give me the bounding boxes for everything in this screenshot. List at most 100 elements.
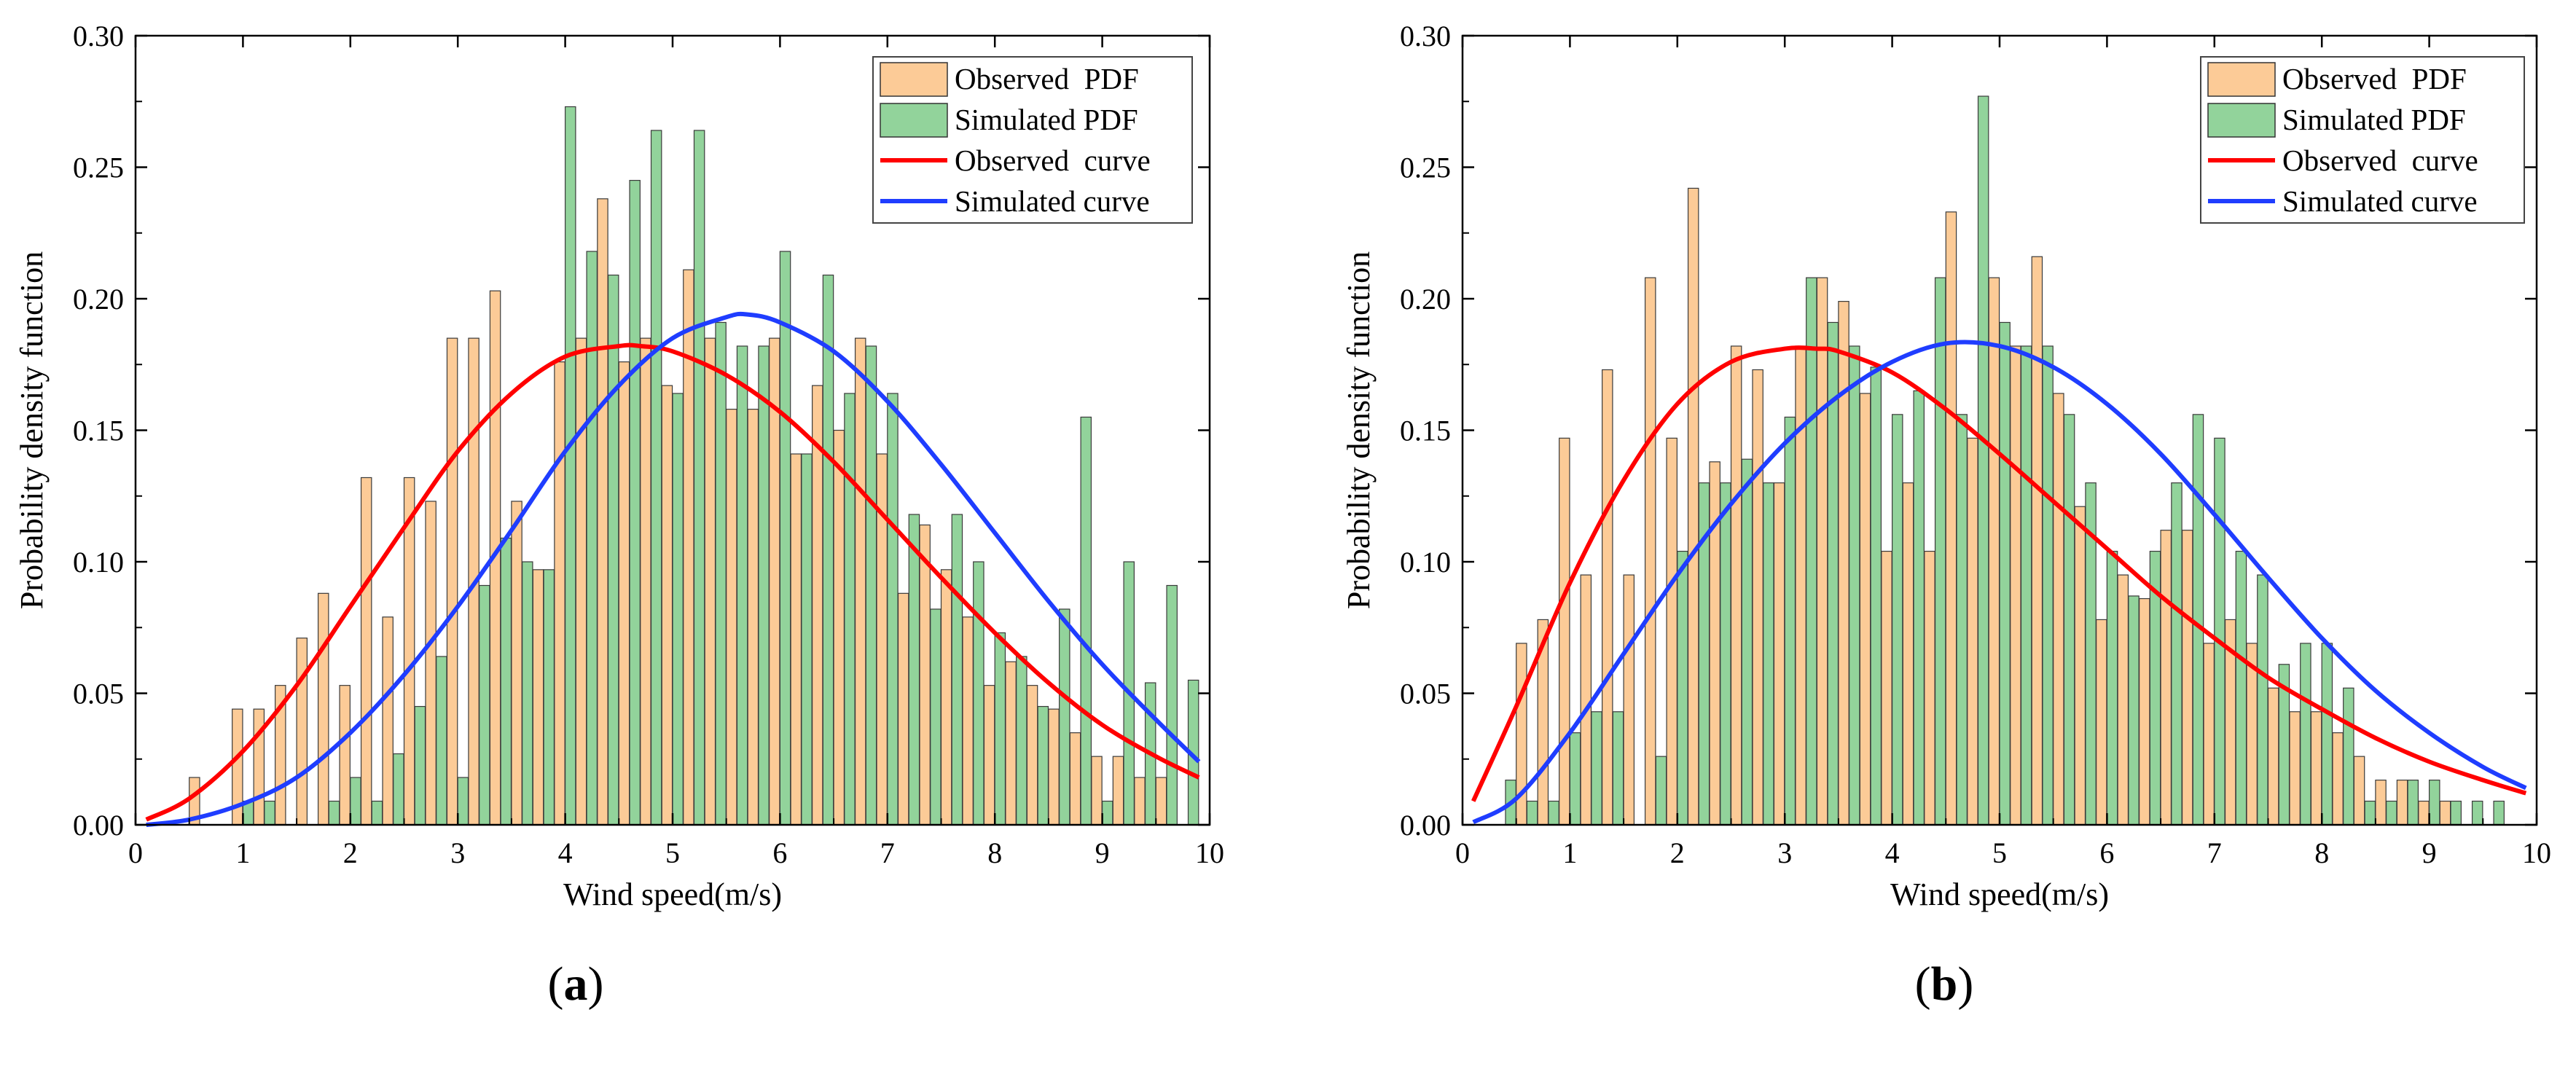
panel-a-observed-bar [446, 337, 458, 826]
panel-a-observed-curve [145, 342, 1200, 822]
panel-b-observed-bar [1902, 482, 1914, 826]
panel-b-observed-bar [1795, 345, 1806, 826]
panel-a-observed-bar [403, 477, 415, 826]
panel-a-simulated-bar [457, 777, 469, 826]
panel-b-simulated-bar [1784, 416, 1796, 826]
panel-a-simulated-bar [865, 345, 877, 826]
panel-b-simulated-bar [2171, 482, 2182, 826]
panel-b-simulated-bar [1870, 367, 1882, 826]
panel-b-legend: Observed PDF Simulated PDF Observed curv… [2200, 56, 2525, 224]
panel-b-observed-bar [2031, 256, 2043, 826]
panel-a-simulated-bar [801, 453, 813, 826]
panel-a-observed-bar [704, 337, 716, 826]
panel-b-simulated-bar [1741, 458, 1753, 826]
panel-b-x-tick-label: 7 [2207, 836, 2222, 869]
panel-b-simulated-bar [2235, 550, 2247, 826]
panel-b-simulated-bar [1934, 277, 1946, 826]
panel-a-observed-bar [618, 361, 630, 826]
panel-b-simulated-bar [1849, 345, 1860, 826]
panel-b-simulated-bar [2214, 437, 2225, 826]
panel-a-simulated-bar [951, 514, 963, 826]
panel-b-observed-bar [2353, 756, 2365, 826]
panel-b-y-tick-label: 0.10 [1400, 546, 1451, 579]
panel-a-y-tick-label: 0.20 [73, 283, 124, 316]
panel-a-caption-letter: a [564, 957, 588, 1011]
panel-a-simulated-bar [930, 608, 941, 826]
panel-a-y-axis-title: Probability density function [14, 251, 50, 609]
panel-b-y-axis-title: Probability density function [1341, 251, 1377, 609]
panel-b-y-tick-label: 0.30 [1400, 20, 1451, 52]
panel-a-x-tick-label: 9 [1095, 836, 1110, 869]
panel-a-simulated-bar [822, 274, 834, 826]
panel-a-simulated-bar [844, 393, 856, 826]
panel-a-x-tick-label: 10 [1195, 836, 1224, 869]
panel-b-simulated-bar [2321, 643, 2333, 826]
panel-a-y-tick-label: 0.25 [73, 152, 124, 184]
panel-b-observed-bar [2267, 687, 2279, 826]
panel-b-observed-bar [1881, 550, 1892, 826]
panel-a-caption: (a) [548, 957, 604, 1011]
panel-b-simulated-bar [1677, 550, 1688, 826]
panel-b-observed-bar [2117, 574, 2129, 826]
panel-b-y-tick-label: 0.00 [1400, 809, 1451, 842]
panel-b-simulated-bar [2493, 800, 2505, 826]
panel-a-x-tick-label: 2 [343, 836, 358, 869]
panel-b-observed-curve [1471, 345, 2527, 802]
panel-a-y-tick-label: 0.00 [73, 809, 124, 842]
panel-b-observed-bar [2096, 619, 2107, 826]
panel-a-legend-swatch-simulated-pdf [880, 103, 948, 138]
panel-a-simulated-bar [436, 656, 447, 826]
panel-a-observed-bar [854, 337, 866, 826]
panel-b-legend-label-observed-curve: Observed curve [2282, 144, 2478, 177]
panel-a-observed-bar [897, 592, 909, 826]
panel-a-simulated-bar [1059, 608, 1070, 826]
panel-a-simulated-bar [1166, 584, 1178, 826]
panel-a-simulated-bar [672, 393, 684, 826]
panel-a-observed-bar [575, 337, 587, 826]
panel-a-simulated-bar [607, 274, 619, 826]
panel-b-x-tick-label: 0 [1455, 836, 1470, 869]
panel-a-simulated-bar [779, 251, 791, 826]
panel-b-simulated-bar [2386, 800, 2397, 826]
panel-b-x-tick-label: 8 [2314, 836, 2329, 869]
panel-b-simulated-bar [2471, 800, 2483, 826]
panel-b-y-tick-label: 0.15 [1400, 415, 1451, 447]
panel-b-simulated-bar [2020, 345, 2032, 826]
panel-b-observed-bar [1988, 277, 2000, 826]
panel-b-observed-bar [1687, 187, 1699, 826]
panel-a-simulated-bar [414, 705, 426, 826]
panel-b-observed-bar [1730, 345, 1742, 826]
panel-a-simulated-bar [1101, 800, 1113, 826]
panel-b-observed-bar [2418, 800, 2430, 826]
panel-a-observed-bar [726, 409, 737, 826]
panel-a-simulated-bar [586, 251, 598, 826]
panel-a-observed-bar [317, 592, 329, 826]
panel-b-simulated-bar [2257, 574, 2268, 826]
panel-b-observed-bar [1752, 369, 1763, 826]
panel-b-simulated-bar [1892, 414, 1903, 826]
panel-a-x-tick-label: 6 [772, 836, 787, 869]
panel-b-observed-bar [1945, 211, 1957, 826]
panel-a-simulated-bar [908, 514, 920, 826]
panel-b-observed-bar [2375, 780, 2387, 826]
panel-a-observed-bar [296, 638, 308, 826]
panel-b-observed-bar [1580, 574, 1592, 826]
panel-a-observed-bar [360, 477, 372, 826]
panel-b-simulated-bar [2407, 780, 2419, 826]
panel-b-simulated-bar [1612, 711, 1624, 826]
panel-a-observed-bar [1026, 685, 1038, 826]
panel-a-simulated-bar [393, 753, 404, 826]
panel-a-simulated-curve [146, 311, 1201, 827]
panel-b-observed-bar [2074, 506, 2086, 826]
panel-a-observed-bar [425, 501, 436, 826]
panel-b-simulated-bar [1806, 277, 1817, 826]
panel-a-simulated-bar [1016, 656, 1027, 826]
panel-a-observed-bar [1005, 661, 1017, 826]
panel-a-observed-bar [511, 501, 522, 826]
panel-b-observed-bar [2332, 732, 2344, 826]
panel-b-simulated-bar [2450, 800, 2462, 826]
panel-a-legend-swatch-observed-pdf [880, 62, 948, 97]
panel-b-simulated-bar [2128, 595, 2140, 826]
panel-b-simulated-bar [1548, 800, 1559, 826]
panel-a-simulated-bar [500, 537, 512, 826]
